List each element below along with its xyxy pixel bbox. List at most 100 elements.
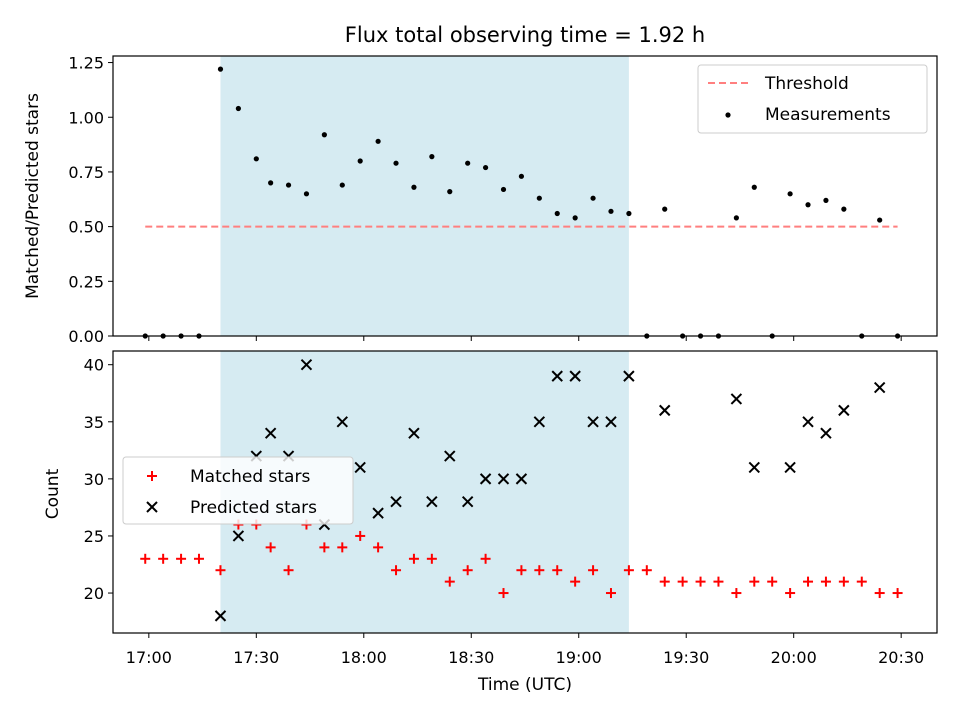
- matched-star-point: [695, 576, 706, 587]
- measurement-point: [268, 180, 274, 186]
- measurement-point: [536, 195, 542, 201]
- top-legend-box: [697, 64, 928, 134]
- bottom-panel: 20 25 30 35 40 17:00 17:30 18:00 18:30 19:00 19:3…: [84, 350, 938, 667]
- measurement-point: [321, 132, 327, 138]
- predicted-star-point: [372, 507, 384, 519]
- x-tick-label: 19:30: [663, 648, 709, 667]
- legend-matched-swatch: [147, 471, 157, 481]
- predicted-star-point: [232, 530, 245, 542]
- matched-star-point: [874, 588, 885, 599]
- legend-predicted-swatch: [146, 501, 158, 513]
- measurement-point: [447, 189, 453, 195]
- matched-star-point: [193, 553, 204, 564]
- matched-star-point: [215, 565, 226, 576]
- chart-title: Flux total observing time = 1.92 h: [345, 23, 705, 47]
- x-tick-label: 17:30: [233, 648, 279, 667]
- matched-star-point: [641, 565, 652, 576]
- predicted-star-point: [533, 416, 546, 428]
- x-tick-label: 20:30: [878, 648, 924, 667]
- measurement-point: [733, 215, 739, 221]
- matched-star-point: [140, 553, 151, 564]
- bottom-legend-box: [122, 456, 354, 525]
- measurement-point: [626, 210, 632, 217]
- bottom-legend: Matched stars Predicted stars: [122, 456, 354, 525]
- predicted-star-point: [426, 495, 438, 508]
- measurement-point: [554, 210, 560, 217]
- x-tick-label: 20:00: [771, 648, 817, 667]
- measurement-point: [518, 173, 525, 179]
- bottom-y-axis-label: Count: [43, 468, 63, 519]
- predicted-star-point: [390, 495, 402, 508]
- measurement-point: [253, 156, 259, 162]
- matched-star-point: [337, 542, 348, 553]
- measurement-point: [662, 206, 668, 212]
- predicted-star-point: [587, 416, 599, 428]
- predicted-star-point: [497, 473, 510, 485]
- measurement-point: [877, 217, 883, 223]
- legend-matched-label: Matched stars: [190, 467, 310, 487]
- matched-star-point: [785, 588, 796, 599]
- x-axis-label: Time (UTC): [477, 675, 572, 695]
- x-tick-label: 18:30: [448, 648, 494, 667]
- matched-star-point: [713, 576, 724, 587]
- measurement-point: [303, 191, 310, 197]
- top-panel: 0.00 0.25 0.50 0.75 1.00 1.25 Threshold Measu…: [68, 54, 938, 346]
- matched-star-point: [373, 542, 384, 553]
- measurement-point: [787, 191, 793, 197]
- matched-star-point: [283, 565, 294, 576]
- predicted-star-point: [730, 393, 743, 405]
- matched-star-point: [677, 576, 688, 587]
- matched-star-point: [749, 576, 760, 587]
- measurement-point: [429, 154, 435, 160]
- matched-star-point: [803, 576, 814, 587]
- matched-star-point: [534, 565, 545, 576]
- matched-star-point: [570, 576, 581, 587]
- predicted-star-point: [838, 404, 850, 417]
- predicted-star-point: [444, 450, 456, 462]
- matched-star-point: [355, 530, 366, 541]
- matched-star-point: [731, 588, 742, 599]
- predicted-star-point: [748, 461, 760, 474]
- matched-star-point: [605, 588, 616, 599]
- measurement-point: [572, 215, 578, 221]
- legend-measurements-label: Measurements: [765, 105, 891, 125]
- predicted-star-point: [623, 370, 635, 382]
- bottom-y-tick-label: 25: [84, 527, 104, 546]
- bottom-y-tick-label: 40: [84, 356, 104, 375]
- measurement-point: [465, 160, 471, 166]
- measurement-point: [285, 182, 292, 188]
- top-y-tick-label: 1.25: [68, 54, 104, 73]
- matched-star-point: [158, 553, 169, 564]
- matched-star-point: [856, 576, 867, 587]
- matched-star-point: [480, 553, 491, 564]
- predicted-star-point: [214, 610, 227, 622]
- bottom-y-tick-label: 35: [84, 413, 104, 432]
- measurement-point: [805, 202, 811, 208]
- predicted-star-point: [408, 427, 420, 439]
- measurement-point: [217, 66, 224, 72]
- measurement-point: [823, 197, 829, 203]
- matched-star-point: [623, 565, 634, 576]
- measurement-point: [482, 164, 489, 171]
- measurement-point: [375, 138, 381, 144]
- measurement-point: [841, 206, 847, 212]
- bottom-y-tick-label: 20: [84, 584, 104, 603]
- x-tick-label: 18:00: [341, 648, 387, 667]
- predicted-star-point: [605, 416, 617, 428]
- measurement-point: [590, 195, 596, 201]
- matched-star-point: [319, 542, 330, 553]
- bottom-y-tick-label: 30: [84, 470, 104, 489]
- predicted-star-point: [336, 416, 348, 428]
- top-y-tick-label: 0.00: [68, 327, 104, 346]
- legend-predicted-label: Predicted stars: [190, 498, 317, 518]
- predicted-star-point: [569, 370, 581, 382]
- measurement-point: [235, 105, 241, 112]
- legend-measurements-swatch: [725, 112, 731, 118]
- matched-star-point: [408, 553, 419, 564]
- matched-star-point: [444, 576, 455, 587]
- legend-threshold-label: Threshold: [764, 74, 849, 94]
- predicted-star-point: [820, 427, 832, 439]
- matched-star-point: [426, 553, 437, 564]
- predicted-star-point: [802, 416, 814, 428]
